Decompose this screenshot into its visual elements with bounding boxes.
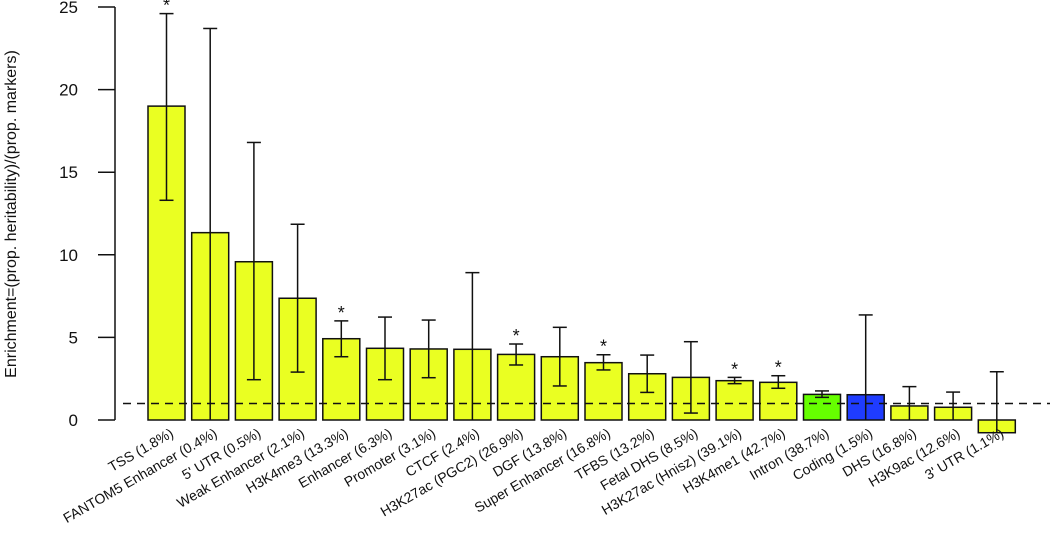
significance-star: * <box>513 326 520 346</box>
y-tick-label: 20 <box>59 81 78 100</box>
bars <box>147 105 1017 434</box>
y-axis-label: Enrichment=(prop. heritability)/(prop. m… <box>3 50 20 378</box>
y-axis: 0 5 10 15 20 25 <box>59 0 116 430</box>
y-tick-label: 10 <box>59 246 78 265</box>
significance-star: * <box>338 303 345 323</box>
y-tick-label: 5 <box>69 328 78 347</box>
significance-star: * <box>775 358 782 378</box>
bar <box>409 348 448 421</box>
y-tick-label: 15 <box>59 163 78 182</box>
significance-star: * <box>600 337 607 357</box>
x-axis-labels: TSS (1.8%)FANTOM5 Enhancer (0.4%)5' UTR … <box>60 425 1006 526</box>
significance-star: * <box>163 0 170 16</box>
bar <box>584 361 623 421</box>
error-bars: * * * * * * <box>159 0 1004 433</box>
bar <box>802 393 842 421</box>
y-tick-label: 25 <box>59 0 78 17</box>
y-tick-label: 0 <box>69 411 78 430</box>
significance-star: * <box>731 359 738 379</box>
bar <box>715 379 754 421</box>
